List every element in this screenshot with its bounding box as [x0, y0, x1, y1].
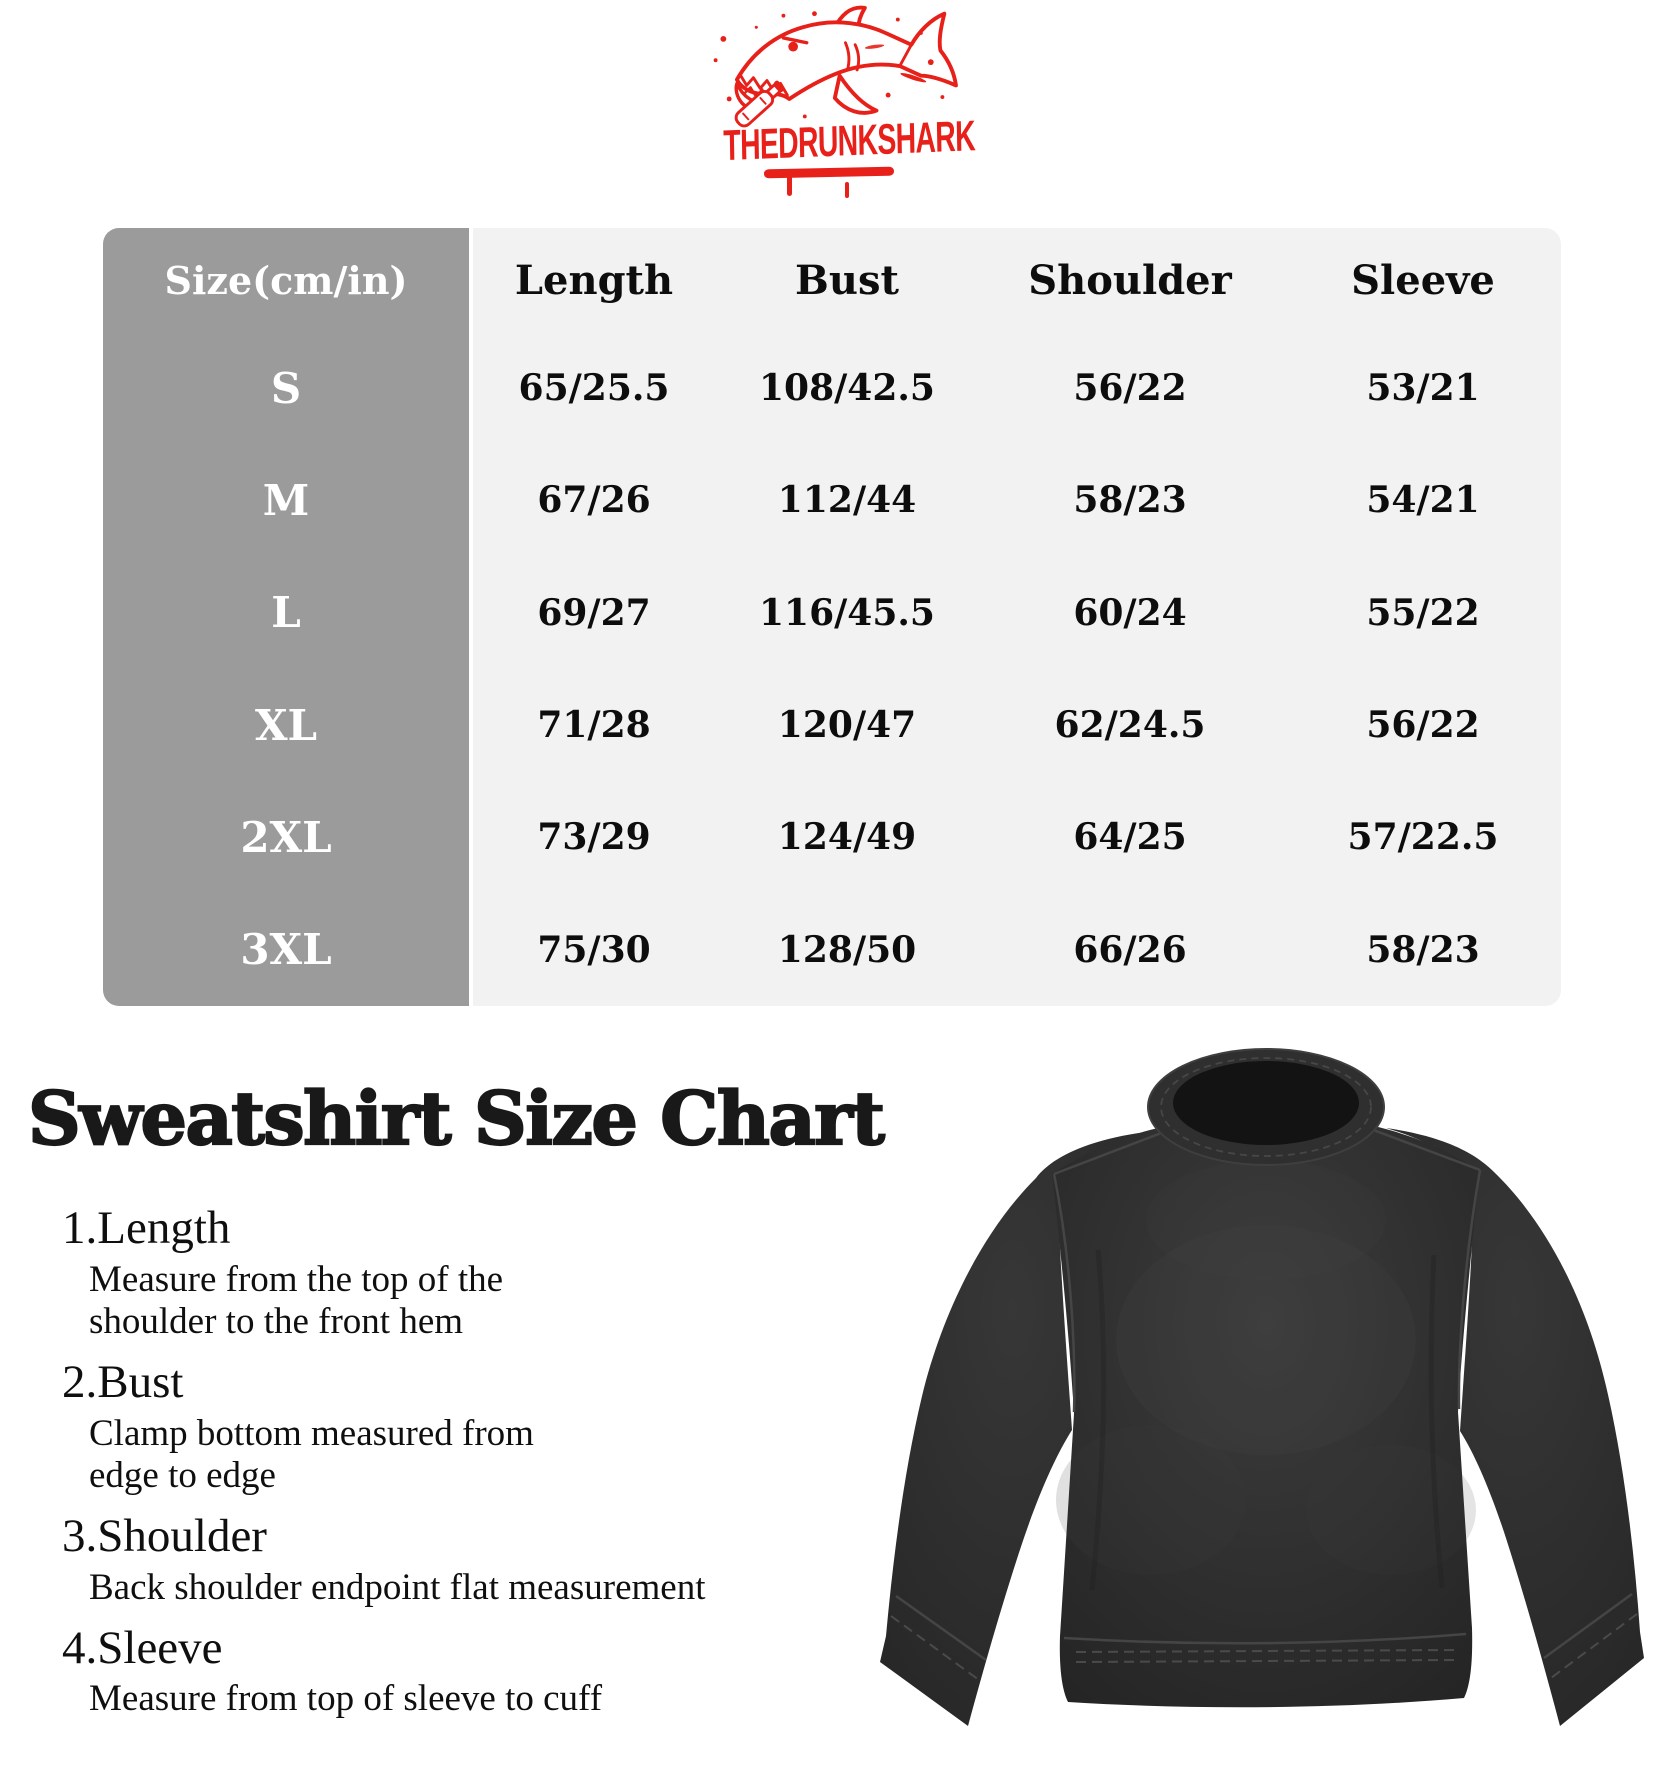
left-sleeve [880, 1132, 1146, 1726]
table-cell: 56/22 [1073, 367, 1187, 410]
measure-desc-shoulder: Back shoulder endpoint flat measurement [89, 1566, 706, 1608]
table-cell: 65/25.5 [518, 367, 670, 410]
measure-desc-length: Measure from the top of the shoulder to … [89, 1258, 504, 1342]
column-header-sleeve: Sleeve [1351, 256, 1495, 304]
column-header-length: Length [514, 256, 674, 304]
body-panel [1052, 1116, 1480, 1708]
column-header-shoulder: Shoulder [1028, 256, 1232, 304]
size-label: 2XL [240, 812, 332, 862]
table-background [473, 228, 1561, 1006]
right-sleeve [1386, 1128, 1644, 1726]
table-cell: 124/49 [777, 816, 917, 859]
column-header-size: Size(cm/in) [164, 257, 408, 303]
size-label: M [262, 475, 310, 525]
table-cell: 112/44 [777, 479, 917, 522]
table-cell: 116/45.5 [759, 591, 935, 634]
table-cell: 62/24.5 [1054, 704, 1206, 747]
brand-logo: THEDRUNKSHARK [669, 4, 989, 198]
list-item: 4.Sleeve Measure from top of sleeve to c… [62, 1622, 802, 1721]
table-cell: 64/25 [1073, 816, 1187, 859]
brand-name: THEDRUNKSHARK [722, 112, 975, 171]
size-label: L [271, 588, 301, 638]
measure-label-shoulder: 3.Shoulder [62, 1509, 267, 1562]
ribbed-collar [1147, 1048, 1385, 1166]
table-cell: 128/50 [777, 928, 917, 971]
list-item: 2.Bust Clamp bottom measured from edge t… [62, 1356, 802, 1497]
size-column-background [103, 228, 469, 1006]
list-item: 3.Shoulder Back shoulder endpoint flat m… [62, 1510, 802, 1609]
size-table: Size(cm/in) Length Bust Shoulder Sleeve … [103, 228, 1561, 1006]
table-cell: 120/47 [777, 704, 917, 747]
table-cell: 55/22 [1366, 591, 1480, 634]
measure-label-length: 1.Length [62, 1202, 231, 1254]
table-cell: 108/42.5 [759, 367, 935, 410]
column-header-bust: Bust [795, 256, 899, 304]
paint-drip [786, 172, 792, 196]
table-cell: 66/26 [1073, 928, 1187, 971]
measure-label-sleeve: 4.Sleeve [62, 1621, 223, 1674]
size-label: S [270, 363, 302, 413]
size-label: 3XL [240, 925, 332, 975]
paint-drip [844, 182, 849, 198]
size-table-grid: Size(cm/in) Length Bust Shoulder Sleeve … [103, 228, 1561, 1006]
sweatshirt-image [880, 1048, 1644, 1726]
table-cell: 73/29 [537, 816, 651, 859]
measurement-notes: 1.Length Measure from the top of the sho… [62, 1202, 802, 1734]
table-cell: 69/27 [537, 591, 651, 634]
size-label: XL [254, 700, 318, 750]
table-cell: 57/22.5 [1347, 816, 1499, 859]
table-cell: 58/23 [1366, 928, 1480, 971]
brand-underline-swash [763, 166, 894, 179]
measure-desc-bust: Clamp bottom measured from edge to edge [89, 1412, 534, 1496]
table-cell: 53/21 [1366, 367, 1480, 410]
measure-desc-sleeve: Measure from top of sleeve to cuff [89, 1678, 603, 1720]
table-cell: 71/28 [537, 704, 651, 747]
splatter-dots [713, 11, 944, 119]
table-cell: 67/26 [537, 479, 651, 522]
table-cell: 58/23 [1073, 479, 1187, 522]
page-title: Sweatshirt Size Chart [27, 1075, 886, 1163]
table-cell: 75/30 [537, 928, 651, 971]
table-cell: 56/22 [1366, 704, 1480, 747]
measure-label-bust: 2.Bust [62, 1355, 184, 1408]
table-cell: 54/21 [1366, 479, 1480, 522]
table-cell: 60/24 [1073, 591, 1187, 634]
list-item: 1.Length Measure from the top of the sho… [62, 1202, 802, 1343]
shark-logo-icon [713, 5, 958, 128]
